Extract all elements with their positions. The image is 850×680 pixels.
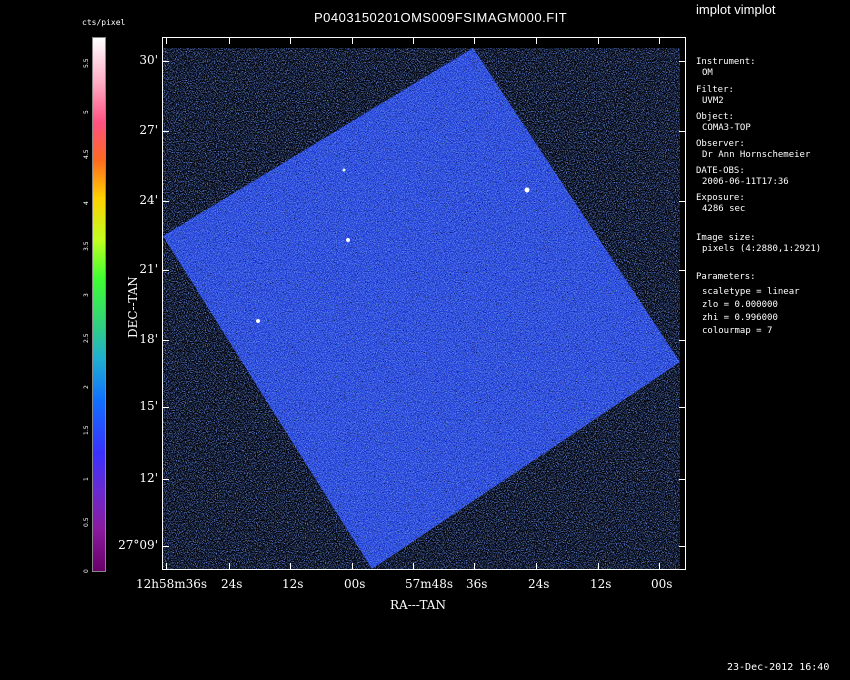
info-date-value: 2006-06-11T17:36 — [702, 177, 789, 187]
bright-source — [524, 187, 530, 193]
info-imgsize-label: Image size: — [696, 233, 756, 243]
colorbar-tick-label: 3 — [83, 293, 90, 298]
y-tick-mark — [679, 407, 686, 408]
x-tick-label: 24s — [528, 577, 550, 591]
x-tick-label: 12h58m36s — [136, 577, 208, 591]
x-tick-label: 00s — [651, 577, 673, 591]
x-tick-mark — [598, 37, 599, 44]
info-observer-value: Dr Ann Hornschemeier — [702, 150, 811, 160]
info-scaletype: scaletype = linear — [702, 287, 800, 297]
y-axis-label: DEC--TAN — [126, 276, 140, 338]
y-tick-label: 12' — [139, 471, 158, 485]
footer-timestamp: 23-Dec-2012 16:40 — [727, 662, 830, 673]
x-tick-mark — [229, 563, 230, 570]
info-zlo: zlo = 0.000000 — [702, 300, 778, 310]
x-tick-label: 12s — [590, 577, 612, 591]
y-tick-mark — [162, 546, 169, 547]
info-date-label: DATE-OBS: — [696, 166, 745, 176]
info-instrument-value: OM — [702, 68, 713, 78]
plot-frame — [162, 37, 686, 570]
bright-source — [256, 319, 260, 323]
x-tick-mark — [536, 563, 537, 570]
colorbar-unit-label: cts/pixel — [82, 18, 126, 27]
x-tick-label: 00s — [344, 577, 366, 591]
x-tick-mark — [598, 563, 599, 570]
y-tick-mark — [679, 201, 686, 202]
info-filter-label: Filter: — [696, 85, 734, 95]
y-tick-label: 27°09' — [118, 538, 158, 552]
x-tick-mark — [413, 563, 414, 570]
x-tick-mark — [290, 563, 291, 570]
sky-image — [163, 48, 680, 569]
x-tick-mark — [229, 37, 230, 44]
x-tick-mark — [352, 563, 353, 570]
colorbar-tick-label: 4.5 — [83, 149, 90, 160]
y-tick-mark — [162, 61, 169, 62]
bright-source — [342, 168, 346, 172]
y-tick-label: 27' — [139, 123, 158, 137]
y-tick-mark — [679, 340, 686, 341]
y-tick-mark — [679, 61, 686, 62]
info-filter-value: UVM2 — [702, 96, 724, 106]
x-tick-mark — [290, 37, 291, 44]
colorbar-tick-label: 2 — [83, 385, 90, 390]
y-tick-mark — [162, 131, 169, 132]
colorbar-tick-label: 3.5 — [83, 241, 90, 252]
x-tick-label: 57m48s — [405, 577, 454, 591]
x-tick-mark — [413, 37, 414, 44]
y-tick-label: 18' — [139, 332, 158, 346]
y-tick-label: 21' — [139, 262, 158, 276]
x-tick-label: 12s — [282, 577, 304, 591]
y-tick-mark — [679, 270, 686, 271]
y-tick-mark — [162, 479, 169, 480]
info-observer-label: Observer: — [696, 139, 745, 149]
y-tick-mark — [162, 340, 169, 341]
info-zhi: zhi = 0.996000 — [702, 313, 778, 323]
colorbar — [92, 37, 106, 572]
x-axis-label: RA---TAN — [390, 598, 446, 612]
info-instrument-label: Instrument: — [696, 57, 756, 67]
info-params-label: Parameters: — [696, 272, 756, 282]
colorbar-tick-label: 2.5 — [83, 333, 90, 344]
colorbar-tick-label: 1 — [83, 477, 90, 482]
app-title: implot vimplot — [696, 2, 776, 17]
image-footprint — [163, 48, 680, 569]
file-title: P0403150201OMS009FSIMAGM000.FIT — [314, 10, 568, 25]
info-imgsize-value: pixels (4:2880,1:2921) — [702, 244, 822, 254]
x-tick-mark — [352, 37, 353, 44]
info-exposure-value: 4286 sec — [702, 204, 746, 214]
y-tick-label: 15' — [139, 399, 158, 413]
colorbar-tick-label: 1.5 — [83, 425, 90, 436]
info-exposure-label: Exposure: — [696, 193, 745, 203]
y-tick-mark — [162, 270, 169, 271]
colorbar-tick-label: 4 — [83, 201, 90, 206]
y-tick-label: 30' — [139, 53, 158, 67]
x-tick-mark — [166, 563, 167, 570]
y-tick-label: 24' — [139, 193, 158, 207]
x-tick-mark — [659, 37, 660, 44]
info-object-label: Object: — [696, 112, 734, 122]
colorbar-tick-label: 5.5 — [83, 58, 90, 68]
bright-source — [346, 238, 350, 242]
x-tick-mark — [536, 37, 537, 44]
colorbar-tick-label: 0 — [83, 569, 90, 573]
y-tick-mark — [679, 479, 686, 480]
colorbar-tick-label: 5 — [83, 109, 90, 114]
x-tick-mark — [659, 563, 660, 570]
y-tick-mark — [162, 201, 169, 202]
y-tick-mark — [679, 546, 686, 547]
x-tick-label: 24s — [221, 577, 243, 591]
colorbar-tick-label: 0.5 — [83, 517, 90, 528]
info-object-value: COMA3-TOP — [702, 123, 751, 133]
x-tick-mark — [474, 563, 475, 570]
info-colourmap: colourmap = 7 — [702, 326, 773, 336]
x-tick-mark — [474, 37, 475, 44]
x-tick-mark — [166, 37, 167, 44]
y-tick-mark — [162, 407, 169, 408]
y-tick-mark — [679, 131, 686, 132]
x-tick-label: 36s — [466, 577, 488, 591]
